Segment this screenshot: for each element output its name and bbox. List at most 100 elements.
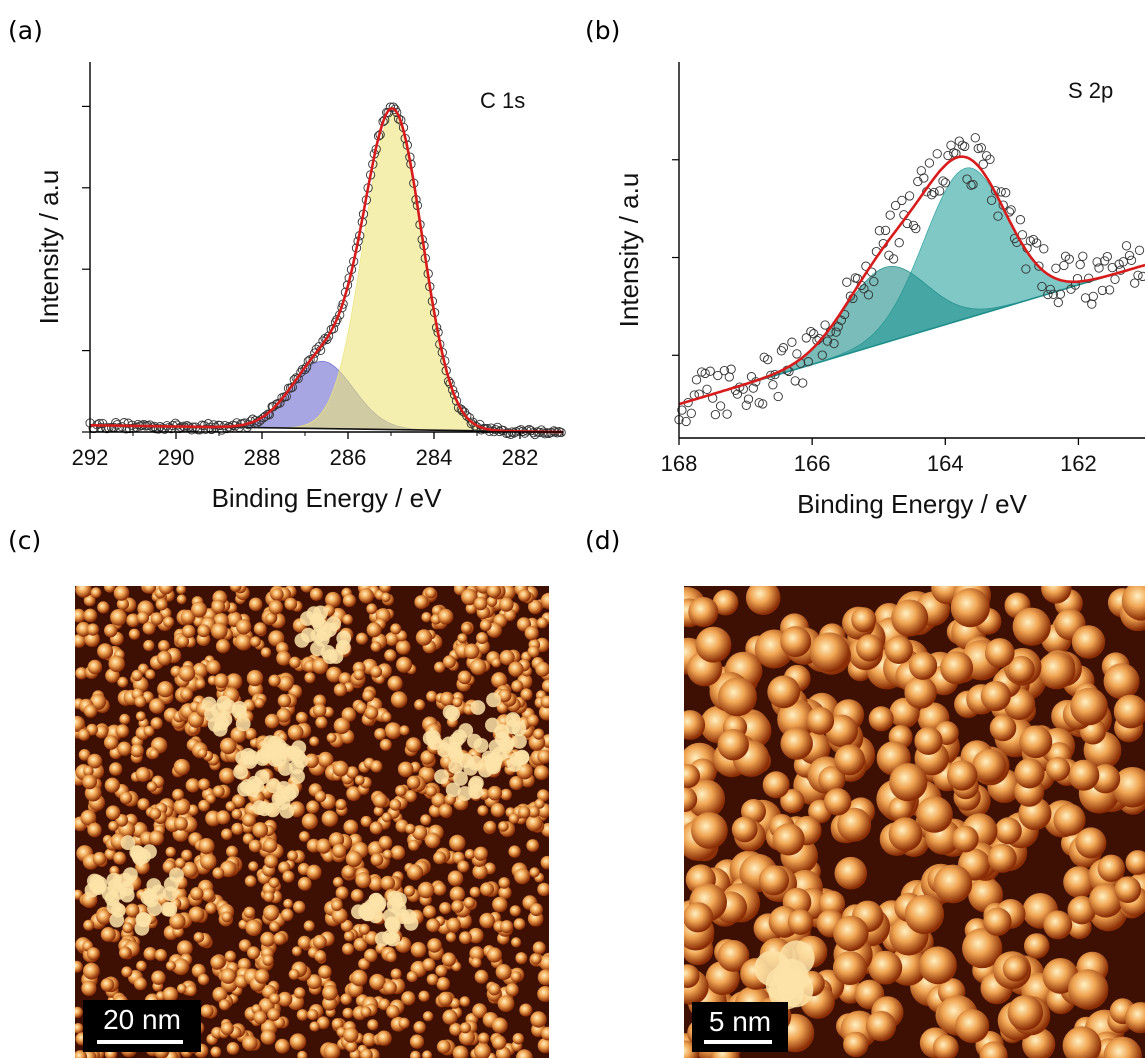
grain [81,980,97,996]
grain [686,779,726,818]
grain [370,641,382,652]
grain [360,815,372,828]
bright-grain [290,749,306,764]
grain [526,714,539,727]
grain [206,659,221,675]
grain [315,838,332,854]
grain [268,674,281,687]
grain [250,636,261,648]
data-point [763,354,773,365]
grain [1043,910,1073,940]
bright-grain [147,901,162,917]
grain [145,669,156,680]
grain [379,586,391,593]
grain [955,1009,990,1044]
grain [374,728,387,740]
grain [541,1026,549,1041]
data-point [1138,271,1145,282]
grain [1075,827,1107,859]
grain [182,624,196,638]
grain [537,1037,549,1054]
x-tick-label: 284 [416,445,453,470]
grain [134,695,147,708]
grain [433,882,447,896]
data-point [1043,289,1053,300]
data-point [530,429,540,440]
grain [684,964,700,988]
grain [247,946,260,960]
data-point [863,290,874,300]
data-point [806,326,816,337]
grain [200,853,217,870]
grain [295,711,308,724]
grain [384,722,402,739]
x-tick-label: 168 [661,451,698,476]
grain [420,814,432,826]
grain [364,931,379,945]
grain [291,946,302,957]
grains [684,586,1145,1058]
data-point [293,373,303,384]
grain [220,1021,234,1036]
grain [313,694,327,708]
grain [420,750,435,765]
data-point [1088,291,1098,302]
grain [916,796,953,833]
grain [268,877,280,889]
bright-grain [486,692,501,708]
grain [235,633,252,651]
grain [343,930,355,942]
grain [225,673,243,690]
bright-grain [470,700,486,715]
grain [486,586,502,599]
grain [780,789,805,814]
grain [414,699,426,711]
grain [413,1021,426,1034]
grain [87,822,102,838]
data-point [710,409,721,420]
bright-grain [359,906,375,921]
grain [684,710,706,740]
grain [1071,625,1106,659]
data-point [940,178,951,188]
data-point [1055,289,1066,299]
data-point [677,405,687,415]
grain [355,702,368,714]
data-point [902,218,912,229]
grain [282,870,295,883]
data-point [310,348,320,358]
bright-grain [375,931,390,947]
grain [422,958,436,972]
grain [1045,756,1071,782]
grain [780,727,813,760]
grain [1053,803,1086,836]
grain [174,816,188,831]
bright-grain [106,899,122,915]
grain [426,973,439,986]
grain [868,950,903,985]
x-axis-label: Binding Energy / eV [212,483,442,513]
grain [449,886,465,902]
grain [193,932,205,943]
grain [108,655,125,673]
grain [119,713,131,725]
data-point [787,337,797,347]
grain [717,940,750,972]
grain [100,978,115,992]
grain [87,659,103,675]
data-point [153,424,164,434]
grain [345,850,363,868]
grain [534,765,549,781]
grain [406,864,423,881]
grain [834,856,868,890]
y-axis-label: Intensity / a.u [614,173,644,328]
bright-grain [336,630,352,646]
chart-annotation: S 2p [1068,78,1113,103]
data-point [1039,244,1049,254]
grain [376,1030,392,1046]
grain [100,927,116,942]
data-point [330,317,341,327]
grain [806,706,835,735]
grain [169,913,186,930]
grain [540,695,549,709]
